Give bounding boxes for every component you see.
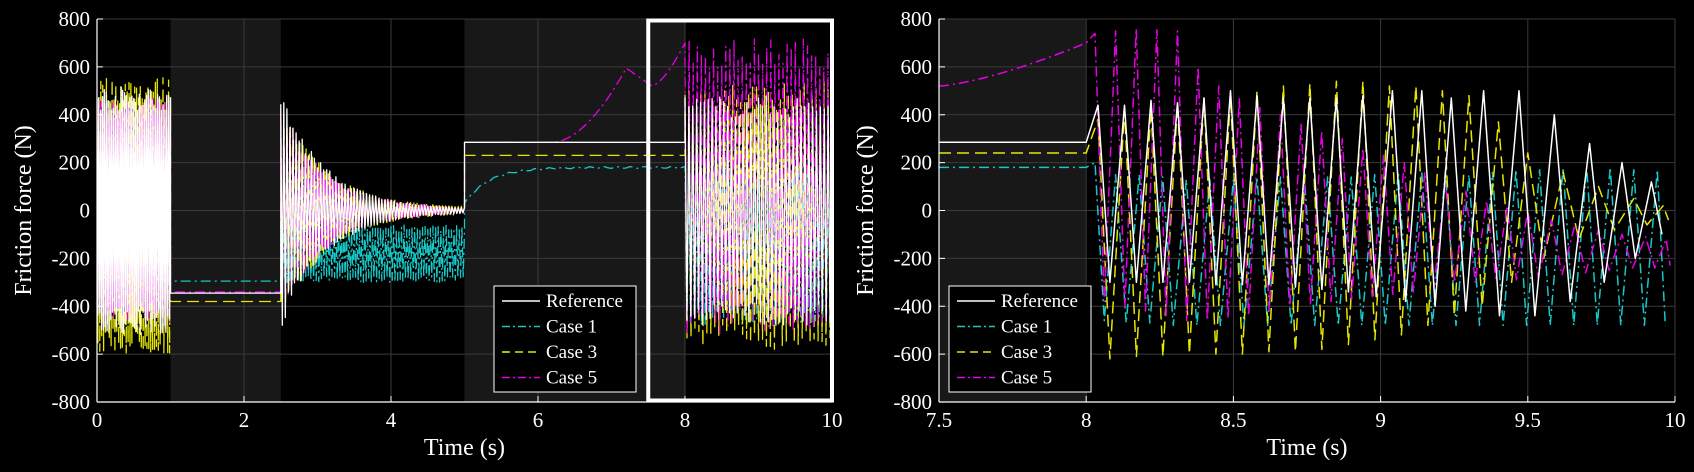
y-tick-label: 600 <box>59 55 91 79</box>
y-axis-label: Friction force (N) <box>11 125 37 296</box>
x-tick-label: 4 <box>386 408 397 432</box>
y-tick-label: -400 <box>52 294 91 318</box>
y-tick-label: -200 <box>894 246 933 270</box>
left-chart-panel: 0 2 4 6 8 10 -800 -600 -400 -200 0 200 400 600 800 Time… <box>11 7 843 461</box>
x-tick-label: 8 <box>680 408 691 432</box>
x-tick-label: 10 <box>1665 408 1686 432</box>
legend-entry-label: Case 5 <box>1001 368 1052 389</box>
x-tick-label: 9.5 <box>1515 408 1541 432</box>
legend-entry-label: Case 1 <box>1001 317 1052 338</box>
legend-entry-label: Case 3 <box>546 342 597 363</box>
x-axis-label: Time (s) <box>1266 435 1347 461</box>
right-chart-panel: 7.5 8 8.5 9 9.5 10 -800 -600 -400 -200 0 200 400 600 8… <box>853 7 1686 461</box>
y-tick-label: 800 <box>901 7 933 31</box>
x-tick-label: 2 <box>239 408 250 432</box>
y-tick-label: 0 <box>922 199 933 223</box>
y-tick-label: 400 <box>59 103 91 127</box>
y-axis-label: Friction force (N) <box>853 125 879 296</box>
legend-entry-label: Case 5 <box>546 368 597 389</box>
y-tick-label: 200 <box>901 151 933 175</box>
legend-box <box>948 285 1092 393</box>
y-tick-label: -800 <box>894 390 933 414</box>
legend-entry-label: Case 1 <box>546 317 597 338</box>
series-line-case-5 <box>939 27 1671 322</box>
x-tick-label: 8 <box>1081 408 1092 432</box>
zoom-region-box <box>646 18 834 403</box>
y-tick-label: -600 <box>52 342 91 366</box>
legend-entry-label: Reference <box>1001 291 1078 312</box>
x-tick-label: 8.5 <box>1220 408 1246 432</box>
series-line-reference <box>939 90 1663 317</box>
y-tick-label: -400 <box>894 294 933 318</box>
legend-entry-label: Reference <box>546 291 623 312</box>
legend-box <box>493 285 637 393</box>
y-tick-label: 0 <box>80 199 91 223</box>
x-tick-label: 0 <box>92 408 103 432</box>
y-tick-label: 800 <box>59 7 91 31</box>
series-group <box>97 38 832 354</box>
x-axis-label: Time (s) <box>424 435 505 461</box>
y-tick-label: -200 <box>52 246 91 270</box>
legend-entry-label: Case 3 <box>1001 342 1052 363</box>
x-tick-label: 10 <box>822 408 843 432</box>
y-tick-label: 200 <box>59 151 91 175</box>
series-group <box>939 27 1671 360</box>
x-tick-label: 6 <box>533 408 544 432</box>
y-tick-label: 400 <box>901 103 933 127</box>
series-line-reference <box>97 86 832 336</box>
y-tick-label: -800 <box>52 390 91 414</box>
x-tick-label: 7.5 <box>926 408 952 432</box>
x-tick-label: 9 <box>1375 408 1386 432</box>
legend: Reference Case 1 Case 3 Case 5 <box>948 285 1092 393</box>
series-line-case-1 <box>939 161 1667 327</box>
y-tick-label: -600 <box>894 342 933 366</box>
y-tick-label: 600 <box>901 55 933 79</box>
legend: Reference Case 1 Case 3 Case 5 <box>493 285 637 393</box>
